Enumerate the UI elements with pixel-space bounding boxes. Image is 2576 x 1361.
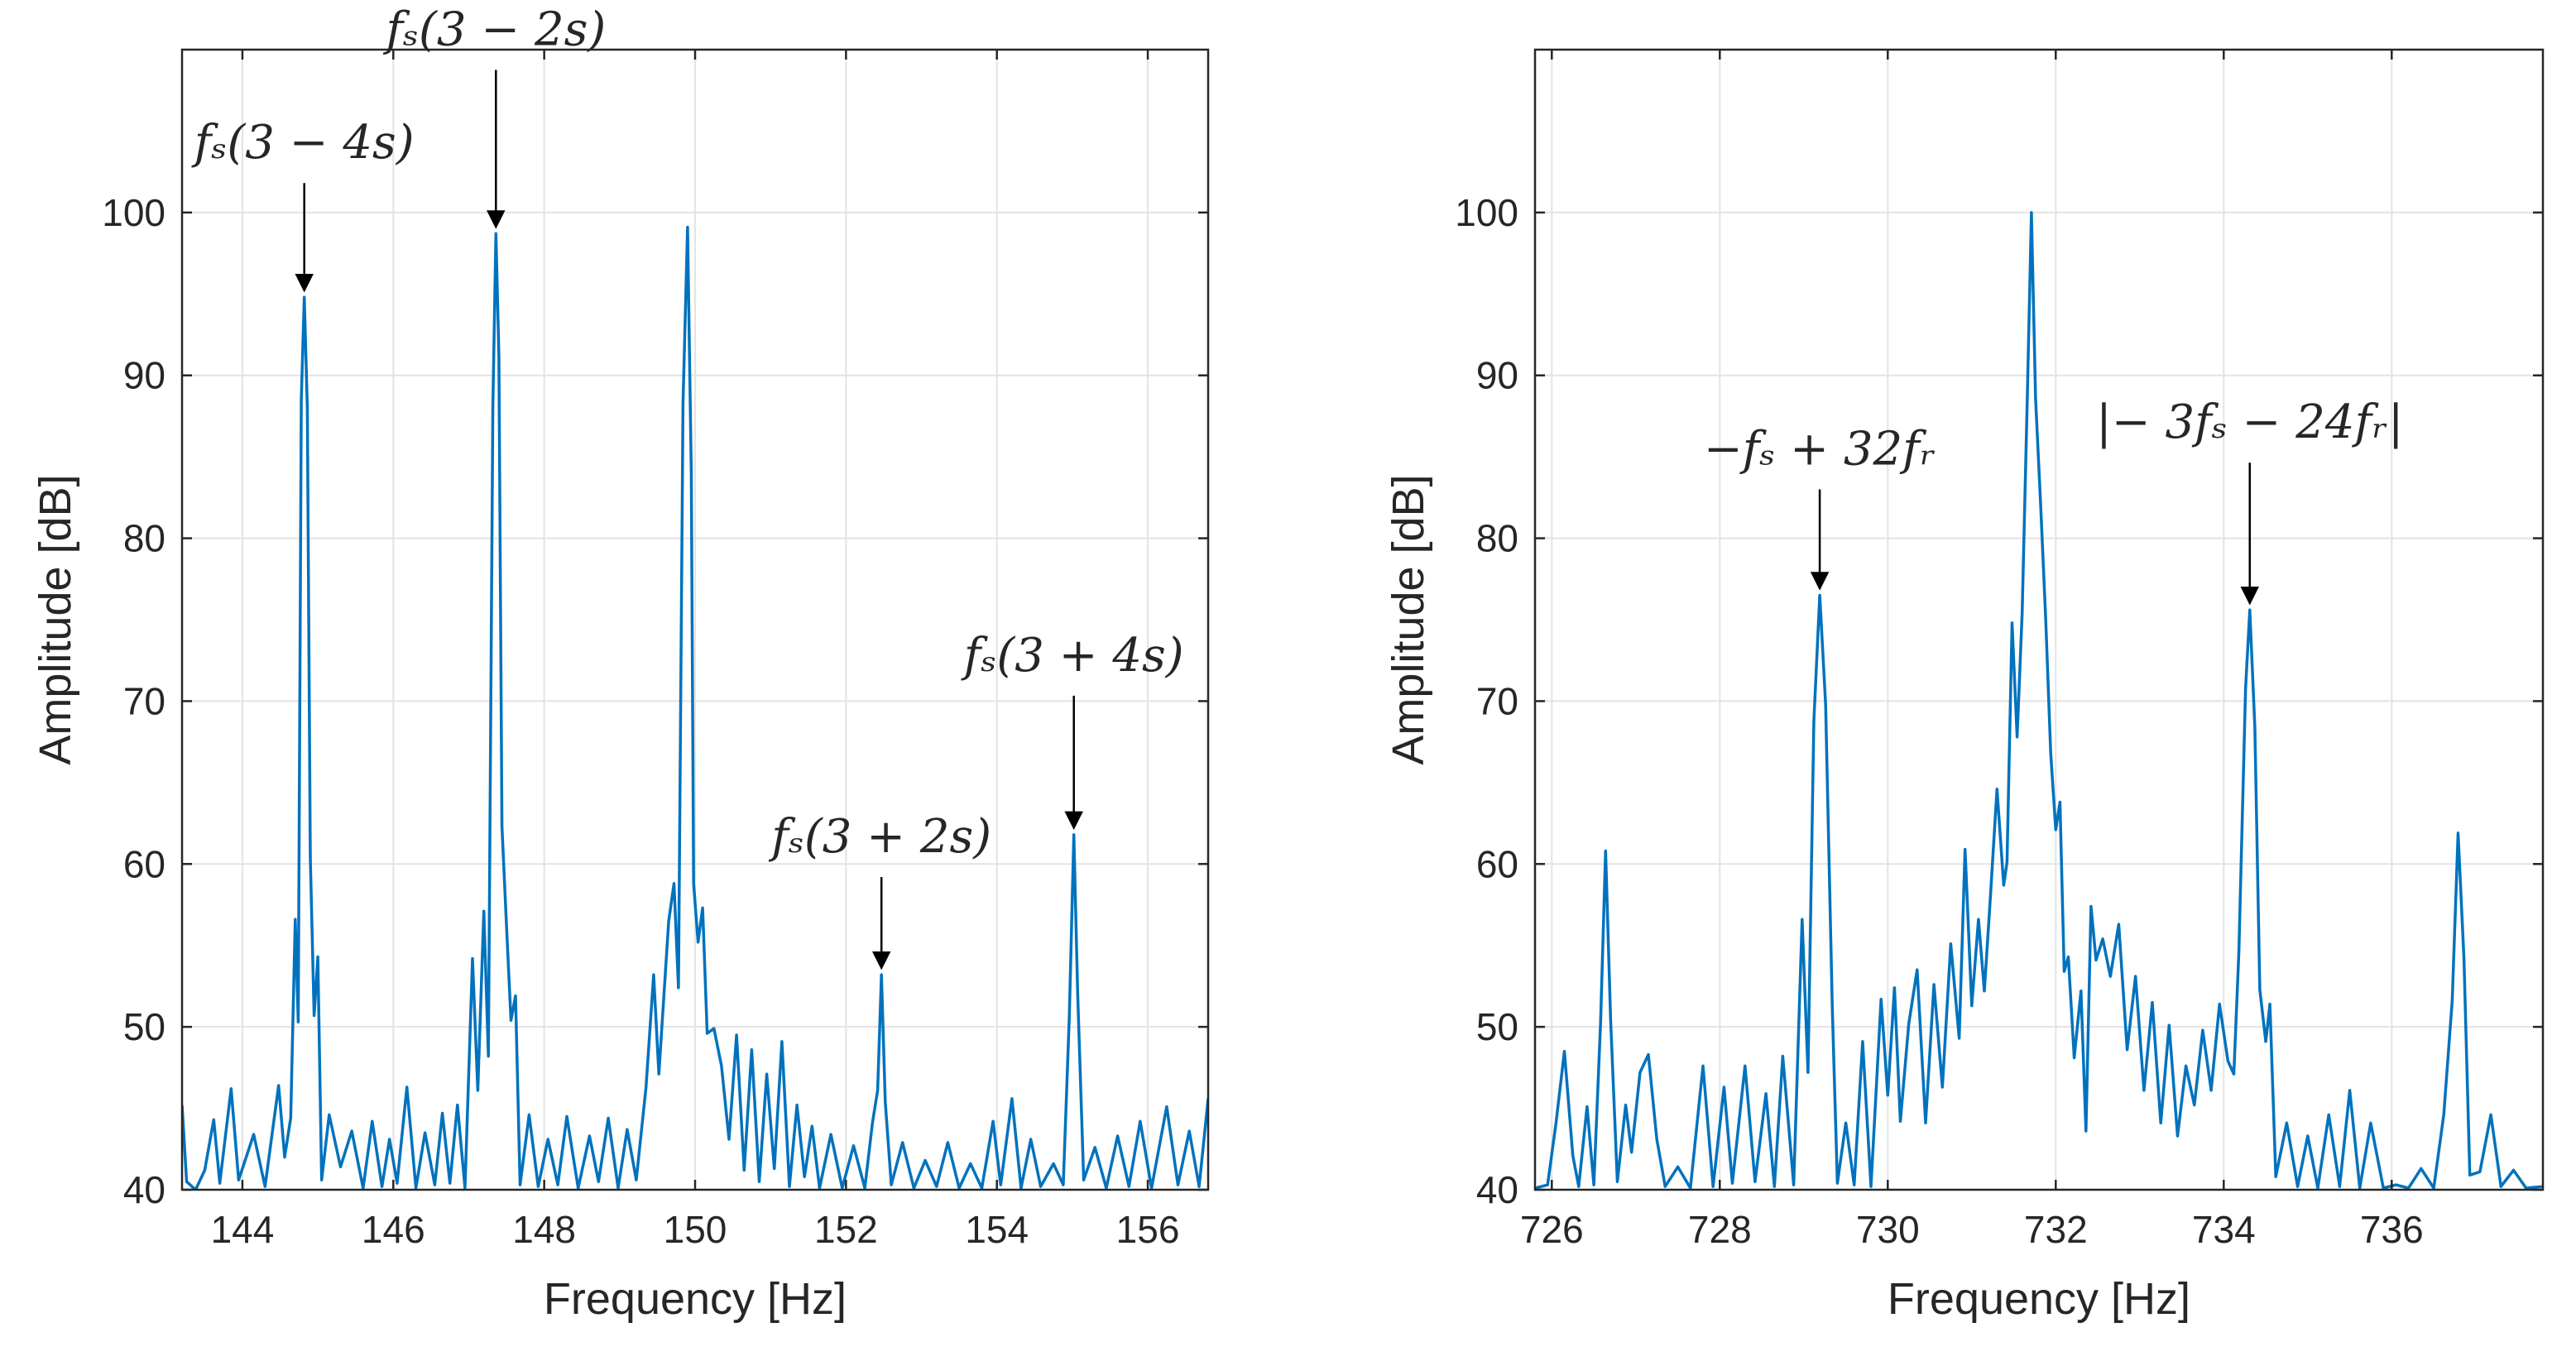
spectrum-line <box>1535 211 2543 1190</box>
x-tick-label: 150 <box>664 1208 727 1251</box>
y-tick-label: 80 <box>123 517 165 560</box>
y-tick-label: 100 <box>1455 191 1518 234</box>
y-tick-label: 50 <box>1476 1005 1518 1048</box>
annotation-label: fₛ(3 − 4s) <box>191 116 415 170</box>
x-axis-label: Frequency [Hz] <box>544 1274 847 1324</box>
annotation-label: fₛ(3 + 2s) <box>768 810 991 864</box>
x-tick-label: 730 <box>1856 1208 1920 1251</box>
annotation-label: fₛ(3 + 4s) <box>961 629 1184 683</box>
y-axis-label: Amplitude [dB] <box>1384 474 1433 764</box>
x-tick-label: 152 <box>814 1208 878 1251</box>
x-tick-label: 146 <box>362 1208 425 1251</box>
spectrum-line <box>182 225 1208 1190</box>
x-tick-label: 726 <box>1520 1208 1584 1251</box>
y-tick-label: 80 <box>1476 517 1518 560</box>
plot-area <box>1535 50 2543 1190</box>
y-tick-label: 60 <box>123 842 165 885</box>
y-tick-label: 90 <box>1476 354 1518 397</box>
y-tick-label: 60 <box>1476 842 1518 885</box>
x-tick-label: 732 <box>2024 1208 2088 1251</box>
x-tick-label: 144 <box>211 1208 275 1251</box>
annotation-label: fₛ(3 − 2s) <box>382 2 606 56</box>
annotation-label: −fₛ + 32fᵣ <box>1704 422 1936 476</box>
y-tick-label: 90 <box>123 354 165 397</box>
y-axis-label: Amplitude [dB] <box>31 474 80 764</box>
x-tick-label: 734 <box>2192 1208 2256 1251</box>
y-tick-label: 40 <box>1476 1168 1518 1211</box>
y-tick-label: 40 <box>123 1168 165 1211</box>
chart-panel-right: 726 728 730 732 734 736 40 50 60 70 80 90 100 Frequen… <box>1384 48 2545 1324</box>
x-tick-label: 156 <box>1116 1208 1180 1251</box>
x-axis-label: Frequency [Hz] <box>1888 1274 2190 1324</box>
x-tick-label: 154 <box>965 1208 1029 1251</box>
x-tick-label: 736 <box>2360 1208 2424 1251</box>
x-tick-label: 148 <box>512 1208 576 1251</box>
y-tick-label: 70 <box>1476 679 1518 722</box>
chart-panel-left: 144 146 148 150 152 154 156 40 50 60 70 80 90 100 Freq… <box>31 2 1210 1324</box>
y-tick-label: 70 <box>123 679 165 722</box>
x-tick-label: 728 <box>1688 1208 1752 1251</box>
y-tick-label: 100 <box>102 191 165 234</box>
annotation-label: |− 3fₛ − 24fᵣ| <box>2096 395 2404 449</box>
y-tick-label: 50 <box>123 1005 165 1048</box>
axes-box <box>1533 48 2545 1191</box>
